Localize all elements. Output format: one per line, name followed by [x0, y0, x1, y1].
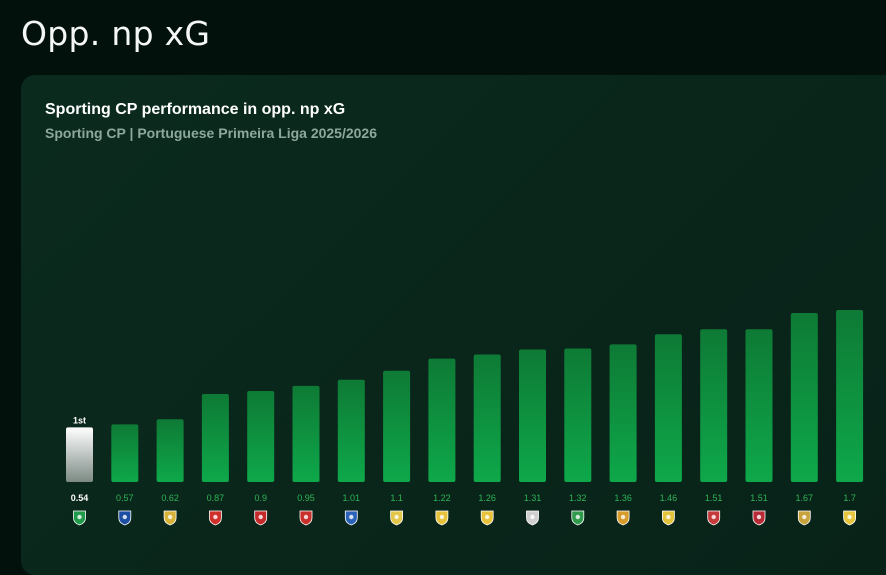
sporting-crest-icon: [74, 511, 86, 525]
estoril-crest-icon: [391, 511, 403, 525]
bar: [338, 380, 365, 482]
value-label: 1.1: [390, 493, 403, 503]
arouca-crest-icon: [481, 511, 493, 525]
value-label: 0.95: [297, 493, 315, 503]
bar: [746, 329, 773, 482]
bar: [655, 334, 682, 482]
value-label: 0.62: [161, 493, 179, 503]
bar: [474, 355, 501, 482]
nacional-crest-icon: [662, 511, 674, 525]
bar: [157, 419, 184, 482]
value-label: 1.22: [433, 493, 451, 503]
avs-crest-icon: [844, 511, 856, 525]
rank-label: 1st: [73, 415, 86, 425]
santa-clara-crest-icon: [300, 511, 312, 525]
bar: [428, 359, 455, 482]
benfica-crest-icon: [209, 511, 221, 525]
bar: [564, 348, 591, 482]
tondela-alt-crest-icon: [436, 511, 448, 525]
value-label: 1.36: [614, 493, 632, 503]
tondela-crest-icon: [572, 511, 584, 525]
bar: [293, 386, 320, 482]
value-label: 0.87: [207, 493, 225, 503]
rio-ave-crest-icon: [798, 511, 810, 525]
bar: [111, 424, 138, 482]
bar-chart: 1st 0.54 0.57 0.62 0.87 0.9 0.95 1.01 1.1 1.22 1.2…: [21, 75, 886, 575]
alverca-crest-icon: [617, 511, 629, 525]
bar: [66, 427, 93, 482]
moreirense-crest-icon: [753, 511, 765, 525]
value-label: 1.51: [705, 493, 723, 503]
value-label: 1.26: [478, 493, 496, 503]
porto-crest-icon: [119, 511, 131, 525]
bar: [519, 349, 546, 482]
gil-vicente-crest-icon: [345, 511, 357, 525]
chart-card: Sporting CP performance in opp. np xG Sp…: [21, 75, 886, 575]
famalicao-crest-icon: [164, 511, 176, 525]
value-label: 1.31: [524, 493, 542, 503]
value-label: 1.67: [796, 493, 814, 503]
bar: [247, 391, 274, 482]
value-label: 0.54: [71, 493, 89, 503]
value-label: 1.7: [843, 493, 856, 503]
value-label: 1.01: [343, 493, 361, 503]
bar: [700, 329, 727, 482]
braga-crest-icon: [255, 511, 267, 525]
value-label: 1.32: [569, 493, 587, 503]
bar: [836, 310, 863, 482]
bar: [383, 371, 410, 482]
bar: [202, 394, 229, 482]
bar: [791, 313, 818, 482]
value-label: 0.9: [254, 493, 267, 503]
page-title: Opp. np xG: [21, 14, 210, 53]
value-label: 1.46: [660, 493, 678, 503]
casa-pia-crest-icon: [708, 511, 720, 525]
value-label: 1.51: [750, 493, 768, 503]
value-label: 0.57: [116, 493, 134, 503]
bar: [610, 344, 637, 482]
vitoria-crest-icon: [527, 511, 539, 525]
